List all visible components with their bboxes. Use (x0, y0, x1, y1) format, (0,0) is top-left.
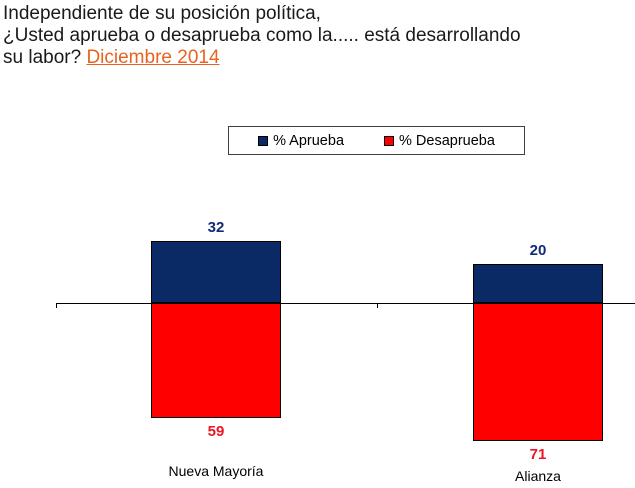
legend-label-desaprueba: % Desaprueba (399, 132, 495, 149)
value-label-aprueba-alianza: 20 (529, 242, 547, 259)
value-label-desaprueba-alianza: 71 (529, 446, 547, 463)
value-label-desaprueba-nueva-mayoria: 59 (207, 423, 225, 440)
legend-item-desaprueba: % Desaprueba (384, 133, 495, 149)
bar-aprueba-nueva-mayoria (151, 241, 281, 303)
bar-desaprueba-nueva-mayoria (151, 303, 281, 418)
axis-tick (56, 303, 57, 308)
aprueba-swatch-icon (258, 135, 269, 146)
bar-aprueba-alianza (473, 264, 603, 303)
title-line-3: su labor? (3, 47, 87, 68)
value-label-aprueba-nueva-mayoria: 32 (207, 219, 225, 236)
bar-desaprueba-alianza (473, 303, 603, 441)
title-line-1: Independiente de su posición política, (3, 3, 321, 24)
legend-label-aprueba: % Aprueba (273, 132, 345, 149)
chart-title: Independiente de su posición política, ¿… (3, 3, 521, 69)
axis-tick (377, 303, 378, 308)
title-line-2: ¿Usted aprueba o desaprueba como la.....… (3, 25, 521, 46)
legend: % Aprueba % Desaprueba (228, 126, 525, 155)
x-axis (56, 303, 635, 304)
legend-item-aprueba: % Aprueba (258, 133, 344, 149)
date-link[interactable]: Diciembre 2014 (86, 47, 220, 68)
desaprueba-swatch-icon (384, 135, 395, 146)
category-label-nueva-mayoria: Nueva Mayoría (168, 463, 264, 479)
category-label-alianza: Alianza (515, 468, 561, 484)
